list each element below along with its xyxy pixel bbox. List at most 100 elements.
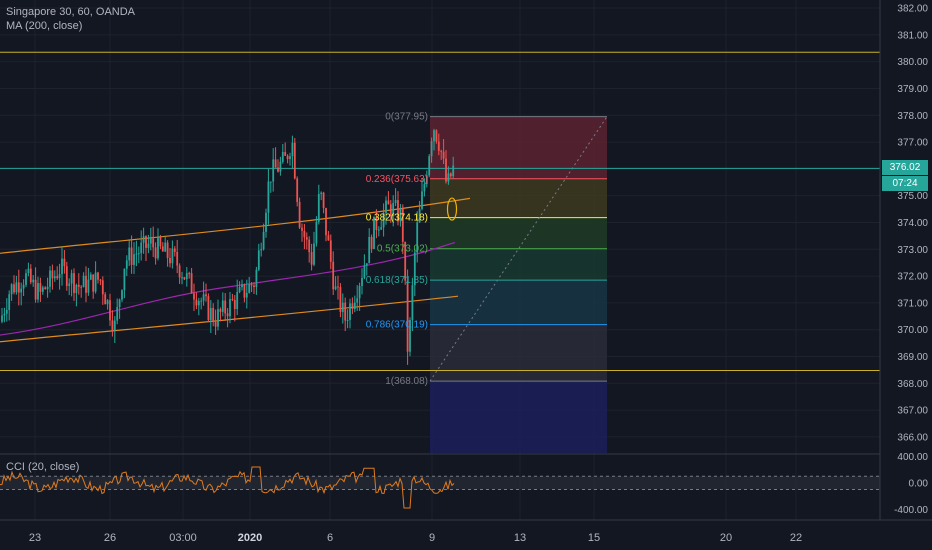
candle-body [447,173,450,182]
candle-body [5,309,8,314]
price-tick-label: 366.00 [897,432,928,443]
price-tick-label: 380.00 [897,57,928,68]
candle-body [421,191,423,209]
candle-body [128,247,131,261]
candle-body [433,130,435,142]
candle-body [173,248,176,252]
price-tick-label: 373.00 [897,245,928,256]
candle-body [298,201,301,228]
candle-body [305,237,308,240]
candle-body [111,320,114,331]
candle-body [394,200,397,204]
candle-body [29,268,32,283]
candle-body [248,284,251,293]
candle-body [418,208,421,223]
ma-legend[interactable]: MA (200, close) [6,20,83,32]
candle-body [442,151,445,159]
candle-body [226,313,229,317]
candle-body [39,283,42,292]
candle-body [17,282,20,293]
candle-body [205,294,207,297]
candle-body [61,258,63,275]
candle-body [219,309,222,312]
candle-body [279,161,282,172]
fib-zone [430,178,607,218]
price-tick-label: 379.00 [897,84,928,95]
candle-body [445,158,447,182]
candle-body [377,229,380,231]
candle-body [157,237,159,259]
candle-body [87,279,90,293]
candle-body [130,247,133,265]
candle-body [147,243,150,248]
candle-body [34,279,37,300]
candle-body [202,294,205,301]
candle-body [356,298,359,303]
fib-zone [430,248,607,281]
candle-body [92,274,95,292]
candle-body [269,181,272,183]
candle-body [188,273,191,275]
candle-body [416,222,419,253]
candle-body [94,272,97,292]
cci-tick-label: -400.00 [894,505,928,516]
cci-tick-label: 400.00 [897,452,928,463]
candle-body [236,292,239,310]
candle-body [140,242,143,254]
channel-upper [0,197,471,254]
candle-body [349,303,351,320]
fib-zone [430,280,607,325]
cci-legend[interactable]: CCI (20, close) [6,461,80,473]
candle-body [370,236,373,249]
candle-body [325,207,327,236]
candle-body [82,275,85,288]
time-tick-label: 6 [327,532,333,544]
candle-body [308,239,311,253]
candle-body [65,266,68,286]
candle-body [286,155,289,160]
candle-body [296,178,299,202]
candle-body [118,299,121,308]
fib-level-label: 0.786(370.19) [366,320,428,331]
time-tick-label: 20 [720,532,732,544]
price-tick-label: 369.00 [897,352,928,363]
candle-body [332,261,335,290]
candle-body [423,184,426,192]
candle-body [284,151,287,156]
candle-body [197,301,200,306]
candle-body [392,203,395,217]
highlight-ellipse [446,197,458,221]
candle-body [41,287,44,292]
candle-body [154,247,157,259]
candle-body [1,315,3,322]
candle-body [195,299,198,306]
candle-body [13,284,15,293]
fib-zone [430,324,607,382]
candle-body [401,208,404,242]
candle-body [104,294,107,305]
candle-body [409,320,411,352]
candle-body [25,273,27,285]
candle-body [387,200,390,205]
candle-body [10,284,13,295]
candle-body [250,284,253,286]
candle-body [123,268,126,291]
symbol-legend[interactable]: Singapore 30, 60, OANDA [6,6,136,18]
candle-body [68,283,71,286]
candle-body [113,320,116,331]
bar-countdown-label: 07:24 [882,176,928,192]
cci-line [0,466,455,509]
candle-body [313,243,315,265]
candle-body [291,142,294,157]
candle-body [209,307,212,321]
candle-body [293,142,296,179]
candle-body [337,286,339,288]
candle-body [229,299,231,317]
candle-body [437,141,440,151]
candle-body [389,204,392,217]
candle-body [85,275,87,293]
candle-body [241,284,243,288]
candle-body [301,227,303,231]
